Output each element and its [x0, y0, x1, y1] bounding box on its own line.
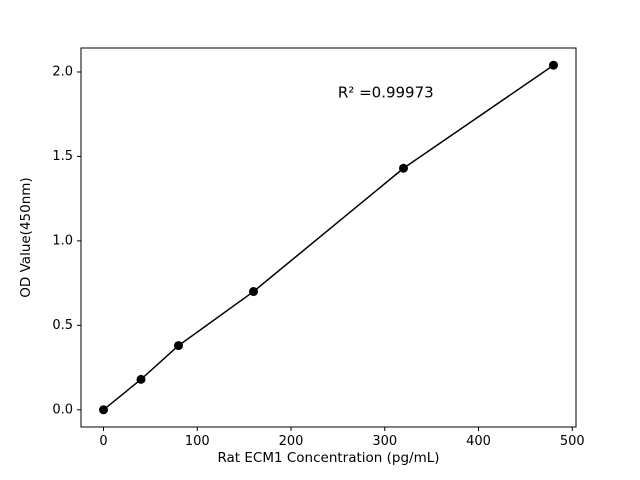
data-point — [399, 163, 408, 173]
x-tick-label: 0 — [99, 434, 107, 449]
data-point — [549, 60, 558, 70]
data-point — [99, 405, 108, 415]
standard-curve-line — [103, 64, 554, 411]
x-tick-label: 500 — [560, 434, 585, 449]
x-tick-label: 100 — [185, 434, 210, 449]
y-axis-label: OD Value(450nm) — [18, 177, 34, 297]
data-point — [249, 287, 258, 297]
r-squared-annotation: R² =0.99973 — [338, 83, 434, 101]
x-tick-label: 200 — [279, 434, 304, 449]
x-tick-label: 400 — [466, 434, 491, 449]
y-tick-label: 0.5 — [52, 318, 73, 333]
x-axis-label: Rat ECM1 Concentration (pg/mL) — [217, 450, 439, 466]
y-tick-label: 1.5 — [52, 149, 73, 164]
x-tick-label: 300 — [372, 434, 397, 449]
y-tick-label: 1.0 — [52, 233, 73, 248]
data-point — [136, 374, 146, 384]
axes-frame — [80, 47, 577, 428]
y-tick-label: 2.0 — [52, 64, 73, 79]
y-tick-label: 0.0 — [52, 402, 73, 417]
data-point — [174, 341, 183, 351]
